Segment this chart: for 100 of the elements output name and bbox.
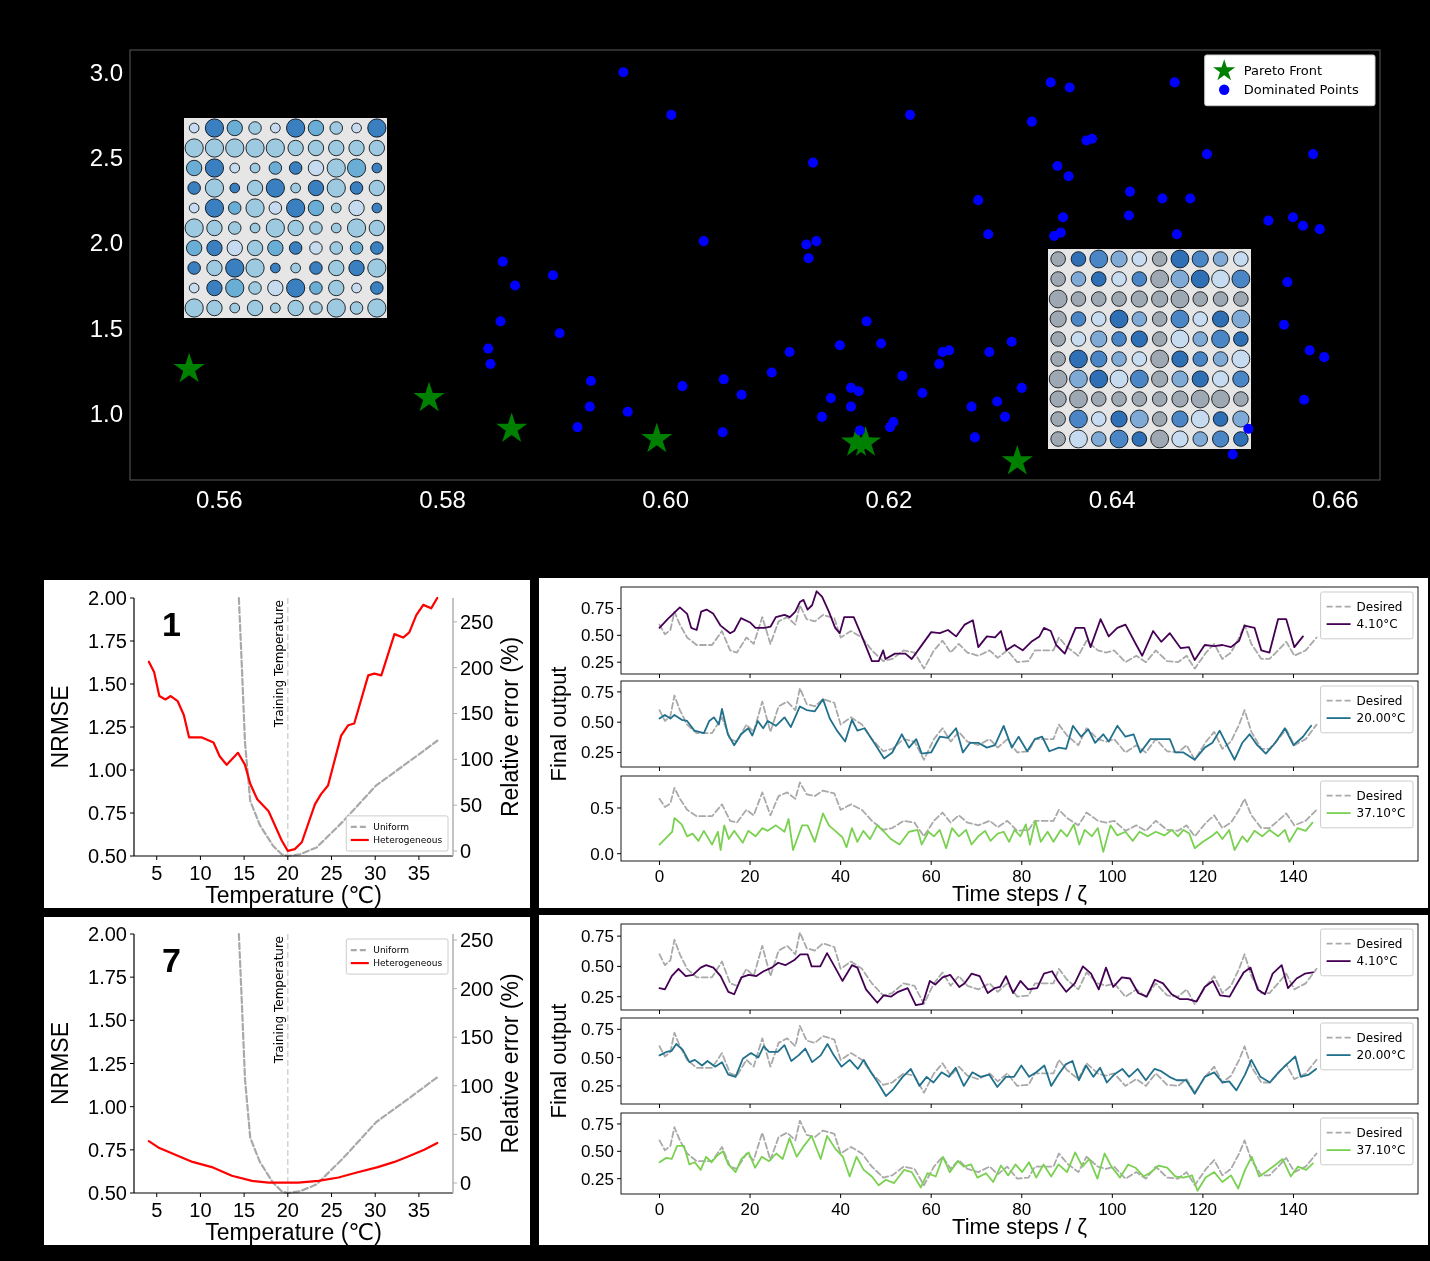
line-series xyxy=(658,604,1318,670)
legend-label: Desired xyxy=(1356,693,1403,708)
y-tick-label: 1.00 xyxy=(88,1095,127,1118)
y-tick-label: 0.75 xyxy=(88,802,127,824)
point xyxy=(173,352,205,383)
legend-label: Heterogeneous xyxy=(373,835,443,846)
y2-tick-label: 100 xyxy=(460,748,494,771)
line-series xyxy=(658,1025,1318,1094)
y2-tick-label: 250 xyxy=(460,610,494,633)
legend-label: Desired xyxy=(1356,936,1403,951)
y-tick-label: 0.50 xyxy=(88,845,127,867)
ref-line-label: Training Temperature xyxy=(271,936,286,1065)
y-tick-label: 2.5 xyxy=(89,143,123,171)
y2-axis-title: Relative error (%) xyxy=(497,973,523,1154)
x-tick-label: 20 xyxy=(740,867,760,886)
x-axis-title: Temperature (℃) xyxy=(205,882,382,908)
y-tick-label: 0.50 xyxy=(580,713,614,733)
x-tick-label: 140 xyxy=(1279,867,1308,886)
legend-label: 37.10°C xyxy=(1356,1143,1406,1158)
y-tick-label: 1.50 xyxy=(88,1009,127,1032)
y-tick-label: 0.50 xyxy=(88,1182,127,1204)
x-tick-label: 60 xyxy=(921,867,941,886)
x-tick-label: 0 xyxy=(654,1200,665,1219)
x-tick-label: 20 xyxy=(276,1199,299,1221)
y2-tick-label: 250 xyxy=(460,929,494,952)
line-series xyxy=(658,931,1318,1005)
point xyxy=(413,381,445,412)
y-tick-label: 0.75 xyxy=(580,1114,614,1134)
y-tick-label: 0.25 xyxy=(580,743,614,763)
x-tick-label: 120 xyxy=(1188,1200,1218,1219)
point xyxy=(641,422,673,453)
y-tick-label: 3.0 xyxy=(89,58,123,86)
y-tick-label: 0.5 xyxy=(590,798,614,818)
y-tick-label: 0.0 xyxy=(590,844,614,864)
y2-tick-label: 200 xyxy=(460,656,494,679)
line-series xyxy=(658,1043,1318,1097)
y-tick-label: 2.00 xyxy=(88,587,127,609)
x-tick-label: 0.64 xyxy=(1088,486,1136,513)
y-tick-label: 1.75 xyxy=(88,966,127,989)
y-tick-label: 0.75 xyxy=(88,1138,127,1161)
y-tick-label: 1.50 xyxy=(88,673,127,695)
ref-line-label: Training Temperature xyxy=(271,600,286,729)
y2-axis-title: Relative error (%) xyxy=(497,636,523,818)
y-tick-label: 0.50 xyxy=(580,626,614,646)
point xyxy=(496,412,528,443)
y-tick-label: 0.25 xyxy=(580,987,614,1007)
legend-label: Desired xyxy=(1356,788,1403,803)
legend-label: 37.10°C xyxy=(1356,806,1406,821)
legend-label: Desired xyxy=(1356,599,1403,614)
x-tick-label: 0.56 xyxy=(195,486,243,513)
legend-label: Desired xyxy=(1356,1125,1403,1140)
y-tick-label: 2.0 xyxy=(89,229,123,257)
y-tick-label: 0.75 xyxy=(580,1020,614,1040)
x-tick-label: 5 xyxy=(151,1199,163,1221)
line-series xyxy=(658,687,1318,761)
y-axis-title: NRMSE xyxy=(47,685,73,769)
x-tick-label: 0 xyxy=(654,867,665,886)
legend-label: Dominated Points xyxy=(1243,82,1359,98)
y-tick-label: 2.00 xyxy=(88,923,127,945)
point xyxy=(1001,444,1033,475)
x-tick-label: 0.66 xyxy=(1312,486,1359,513)
x-tick-label: 15 xyxy=(233,1199,256,1221)
x-tick-label: 30 xyxy=(364,862,387,884)
x-tick-label: 120 xyxy=(1188,867,1218,886)
x-tick-label: 0.58 xyxy=(419,486,466,513)
line-series xyxy=(658,812,1314,853)
x-tick-label: 40 xyxy=(831,867,851,886)
legend-label: 4.10°C xyxy=(1356,617,1398,632)
line-series xyxy=(658,590,1304,663)
y-tick-label: 1.25 xyxy=(88,716,127,738)
y-tick-label: 0.75 xyxy=(580,682,614,702)
x-tick-label: 10 xyxy=(189,1199,212,1221)
x-tick-label: 35 xyxy=(407,862,431,884)
y-tick-label: 0.50 xyxy=(580,1142,614,1162)
y-tick-label: 0.75 xyxy=(580,927,614,947)
line-series xyxy=(147,1140,439,1184)
legend-label: Heterogeneous xyxy=(373,958,443,969)
line-series xyxy=(658,698,1313,761)
x-tick-label: 30 xyxy=(364,1199,387,1221)
y-tick-label: 0.25 xyxy=(580,653,614,673)
x-tick-label: 20 xyxy=(740,1200,760,1219)
x-tick-label: 0.62 xyxy=(865,486,913,513)
y-tick-label: 0.75 xyxy=(580,599,614,619)
legend-label: 20.00°C xyxy=(1356,711,1406,726)
y-axis-title: NRMSE xyxy=(47,1021,73,1106)
x-tick-label: 20 xyxy=(276,862,299,884)
y-tick-label: 1.75 xyxy=(88,630,127,652)
y2-tick-label: 200 xyxy=(460,977,494,1000)
y-tick-label: 1.5 xyxy=(89,314,123,342)
annotation: 1 xyxy=(162,605,181,643)
point xyxy=(849,426,882,456)
legend-label: Pareto Front xyxy=(1243,63,1323,79)
line-series xyxy=(658,781,1318,838)
y-tick-label: 0.25 xyxy=(580,1076,614,1096)
x-tick-label: 10 xyxy=(189,862,212,884)
x-tick-label: 140 xyxy=(1279,1200,1308,1219)
y-axis-title: Final output xyxy=(546,666,571,782)
x-tick-label: 25 xyxy=(320,1199,343,1221)
x-tick-label: 35 xyxy=(407,1199,431,1221)
line-series xyxy=(658,952,1314,1007)
